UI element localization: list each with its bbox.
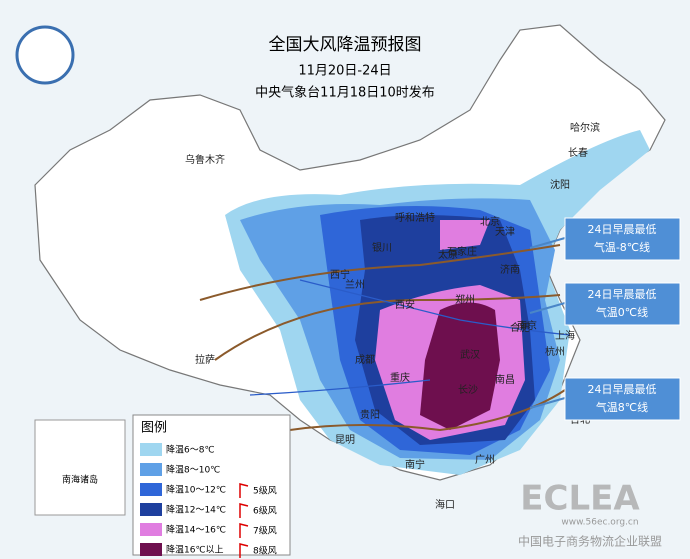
zone-16-plus bbox=[420, 302, 500, 430]
city-label: 郑州 bbox=[455, 293, 475, 306]
city-label: 西宁 bbox=[330, 268, 350, 281]
river bbox=[249, 279, 571, 396]
city-label: 沈阳 bbox=[550, 178, 570, 191]
city-label: 重庆 bbox=[390, 371, 410, 384]
city-label: 济南 bbox=[500, 263, 520, 276]
legend: 降温6～8℃ 降温8～10℃ 降温10～12℃ 降温12～14℃ 降温14～16℃ 降温1… bbox=[140, 443, 277, 558]
inset-box bbox=[34, 419, 126, 516]
legend-swatch bbox=[140, 543, 162, 556]
wind-label: 6级风 bbox=[253, 505, 277, 517]
legend-label: 降温14～16℃ bbox=[166, 524, 226, 536]
legend-label: 降温8～10℃ bbox=[166, 464, 220, 476]
inset-label: 南海诸岛 bbox=[62, 474, 98, 486]
city-label: 呼和浩特 bbox=[395, 212, 435, 224]
city-label: 拉萨 bbox=[195, 353, 215, 366]
city-label: 西安 bbox=[395, 298, 415, 311]
legend-swatch bbox=[140, 463, 162, 476]
city-label: 银川 bbox=[372, 241, 392, 254]
isotherm-0 bbox=[214, 294, 561, 361]
city-label: 北京 bbox=[480, 215, 500, 228]
city-label: 南京 bbox=[517, 319, 537, 332]
isotherm-minus8 bbox=[199, 244, 561, 301]
city-label: 南昌 bbox=[495, 373, 515, 386]
callout-text: 气温8℃线 bbox=[596, 400, 648, 414]
wind-flag bbox=[239, 483, 249, 498]
legend-label: 降温12～14℃ bbox=[166, 504, 226, 516]
watermark-org: 中国电子商务物流企业联盟 bbox=[518, 534, 662, 549]
city-label: 长沙 bbox=[458, 384, 478, 396]
callout-text: 24日早晨最低 bbox=[588, 223, 657, 236]
wind-label: 7级风 bbox=[253, 525, 277, 537]
callout-box bbox=[564, 217, 681, 261]
city-label: 乌鲁木齐 bbox=[185, 153, 225, 166]
city-label: 合肥 bbox=[510, 321, 530, 334]
callout-text: 24日早晨最低 bbox=[588, 383, 657, 396]
wind-label: 5级风 bbox=[253, 485, 277, 497]
city-label: 武汉 bbox=[460, 348, 480, 361]
city-label: 广州 bbox=[475, 454, 495, 466]
wind-flag bbox=[239, 523, 249, 538]
city-label: 石家庄 bbox=[447, 245, 477, 258]
city-label: 南宁 bbox=[405, 458, 425, 471]
title: 全国大风降温预报图 bbox=[269, 35, 422, 55]
legend-swatch bbox=[140, 503, 162, 516]
city-label: 杭州 bbox=[545, 345, 565, 358]
logo bbox=[15, 25, 75, 85]
callout-text: 24日早晨最低 bbox=[588, 288, 657, 301]
issuer: 中央气象台11月18日10时发布 bbox=[255, 85, 435, 101]
city-label: 昆明 bbox=[335, 434, 355, 446]
city-label: 兰州 bbox=[345, 278, 365, 291]
watermark-url: www.56ec.org.cn bbox=[561, 518, 638, 528]
city-label: 天津 bbox=[495, 226, 515, 238]
callout-box bbox=[564, 282, 681, 326]
legend-title: 图例 bbox=[141, 421, 167, 436]
callout-pointer bbox=[529, 302, 566, 314]
callout-box bbox=[564, 377, 681, 421]
callout-pointer bbox=[529, 397, 566, 409]
callout-text: 气温0℃线 bbox=[596, 305, 648, 319]
watermark-logo: ECLEA bbox=[520, 479, 640, 519]
legend-swatch bbox=[140, 483, 162, 496]
legend-label: 降温16℃以上 bbox=[166, 544, 224, 556]
legend-label: 降温6～8℃ bbox=[166, 444, 215, 456]
city-label: 上海 bbox=[555, 329, 575, 342]
city-label: 长春 bbox=[568, 147, 588, 159]
city-label: 哈尔滨 bbox=[570, 121, 600, 134]
city-label: 海口 bbox=[435, 498, 455, 511]
legend-label: 降温10～12℃ bbox=[166, 484, 226, 496]
legend-swatch bbox=[140, 523, 162, 536]
callout-text: 气温-8℃线 bbox=[594, 240, 650, 254]
subtitle: 11月20日-24日 bbox=[298, 64, 391, 79]
city-label: 太原 bbox=[438, 248, 458, 261]
wind-flag bbox=[239, 543, 249, 558]
wind-flag bbox=[239, 503, 249, 518]
callout-pointer bbox=[529, 237, 566, 249]
wind-label: 8级风 bbox=[253, 545, 277, 557]
city-label: 成都 bbox=[355, 354, 375, 366]
legend-swatch bbox=[140, 443, 162, 456]
city-label: 贵阳 bbox=[360, 408, 380, 421]
